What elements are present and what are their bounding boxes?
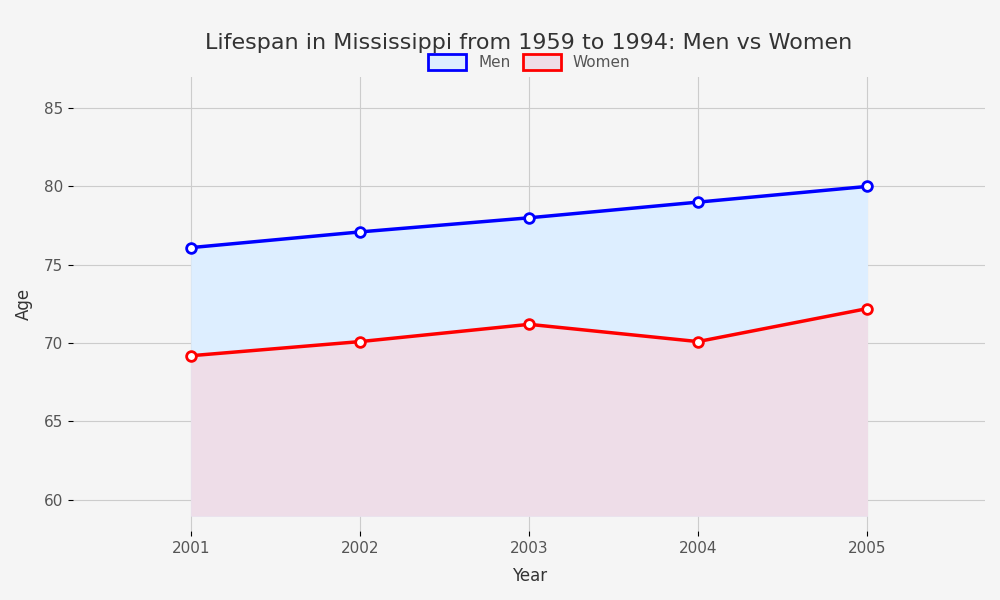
X-axis label: Year: Year [512, 567, 547, 585]
Legend: Men, Women: Men, Women [422, 48, 637, 76]
Y-axis label: Age: Age [15, 288, 33, 320]
Title: Lifespan in Mississippi from 1959 to 1994: Men vs Women: Lifespan in Mississippi from 1959 to 199… [205, 33, 853, 53]
